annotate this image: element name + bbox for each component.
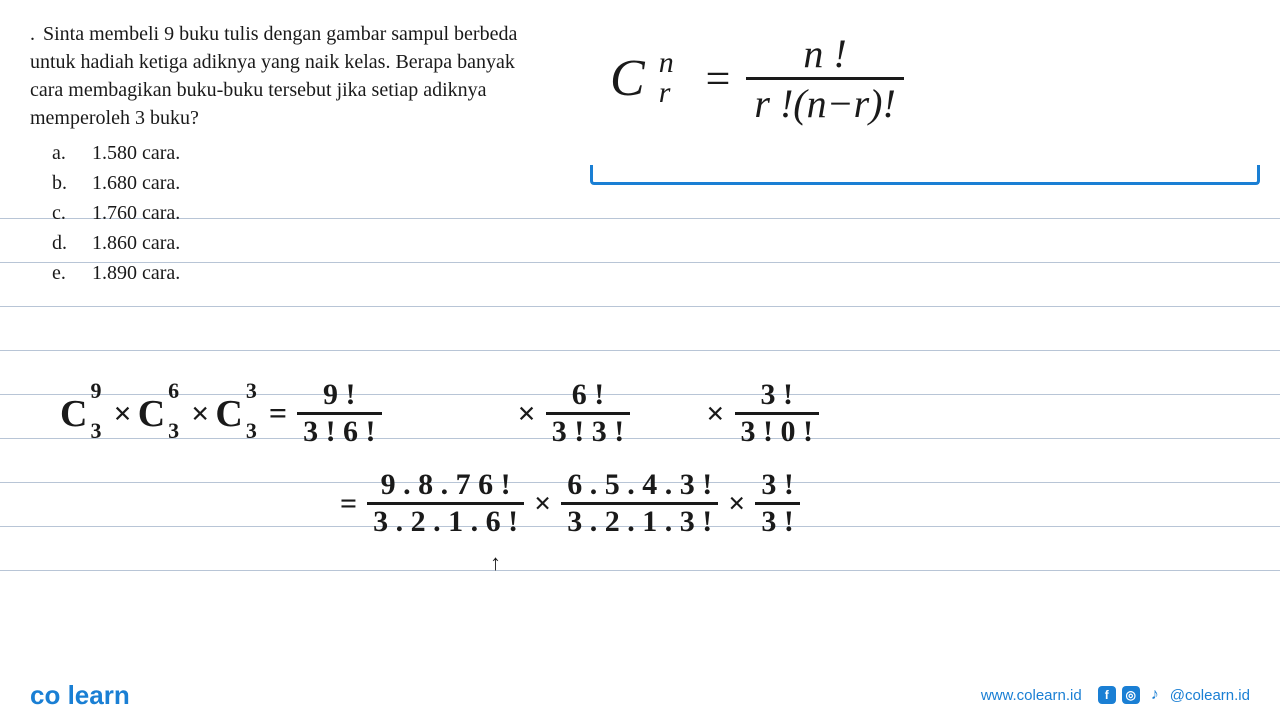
hw-term-2: C63: [138, 392, 165, 436]
options-list: a.1.580 cara. b.1.680 cara. c.1.760 cara…: [52, 138, 550, 288]
option-a: a.1.580 cara.: [52, 138, 550, 168]
formula-eq: =: [703, 53, 733, 104]
option-e: e.1.890 cara.: [52, 258, 550, 288]
formula-sub: r: [659, 76, 671, 110]
option-d: d.1.860 cara.: [52, 228, 550, 258]
formula-fraction: n ! r !(n−r)!: [746, 30, 903, 127]
option-b: b.1.680 cara.: [52, 168, 550, 198]
question-block: .Sinta membeli 9 buku tulis dengan gamba…: [30, 20, 550, 288]
footer: co learn www.colearn.id f ◎ ♪ @colearn.i…: [0, 670, 1280, 720]
footer-handle: @colearn.id: [1170, 687, 1250, 704]
footer-right: www.colearn.id f ◎ ♪ @colearn.id: [981, 686, 1250, 704]
hw-frac2-2: 6 . 5 . 4 . 3 !3 . 2 . 1 . 3 !: [561, 470, 718, 537]
hw-term-3: C33: [215, 392, 242, 436]
hw-frac2-3: 3 !3 !: [755, 470, 800, 537]
hw-frac-3: 3 !3 ! 0 !: [735, 380, 819, 447]
question-marker: .: [30, 23, 35, 45]
hw-frac2-1: 9 . 8 . 7 6 !3 . 2 . 1 . 6 !: [367, 470, 524, 537]
instagram-icon: ◎: [1122, 686, 1140, 704]
formula-underline: [590, 165, 1260, 185]
handwriting-line2: = 9 . 8 . 7 6 !3 . 2 . 1 . 6 ! × 6 . 5 .…: [340, 470, 804, 537]
footer-url: www.colearn.id: [981, 687, 1082, 704]
formula-den: r !(n−r)!: [746, 80, 903, 127]
option-c: c.1.760 cara.: [52, 198, 550, 228]
logo-co: co: [30, 680, 60, 710]
social-icons: f ◎ ♪ @colearn.id: [1098, 686, 1250, 704]
arrow-icon: ↑: [490, 550, 501, 576]
hw-frac-1: 9 !3 ! 6 !: [297, 380, 381, 447]
logo-learn: learn: [68, 680, 130, 710]
hw-frac-2: 6 !3 ! 3 !: [546, 380, 630, 447]
facebook-icon: f: [1098, 686, 1116, 704]
hw-term-1: C93: [60, 392, 87, 436]
question-body: Sinta membeli 9 buku tulis dengan gambar…: [30, 23, 517, 129]
handwriting-line1: C93 × C63 × C33 = 9 !3 ! 6 ! × 6 !3 ! 3 …: [60, 380, 823, 447]
formula-sup: n: [659, 46, 674, 80]
formula-box: C n r = n ! r !(n−r)!: [610, 20, 1250, 288]
logo: co learn: [30, 680, 130, 711]
formula-num: n !: [795, 30, 854, 77]
formula-subsup: n r: [659, 44, 689, 114]
formula-C: C: [610, 49, 645, 108]
tiktok-icon: ♪: [1146, 686, 1164, 704]
